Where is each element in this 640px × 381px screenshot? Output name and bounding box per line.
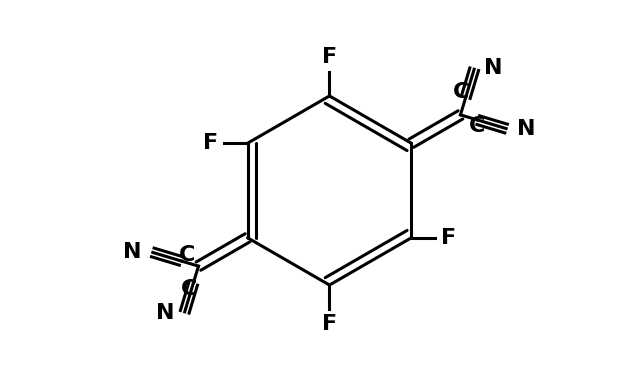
Text: N: N <box>484 58 502 78</box>
Text: N: N <box>124 242 142 262</box>
Text: C: C <box>468 116 485 136</box>
Text: F: F <box>322 314 337 335</box>
Text: N: N <box>156 303 175 323</box>
Text: F: F <box>322 46 337 67</box>
Text: C: C <box>179 245 195 265</box>
Text: C: C <box>452 82 469 102</box>
Text: C: C <box>180 279 197 299</box>
Text: N: N <box>517 119 536 139</box>
Text: F: F <box>441 228 456 248</box>
Text: F: F <box>203 133 218 153</box>
